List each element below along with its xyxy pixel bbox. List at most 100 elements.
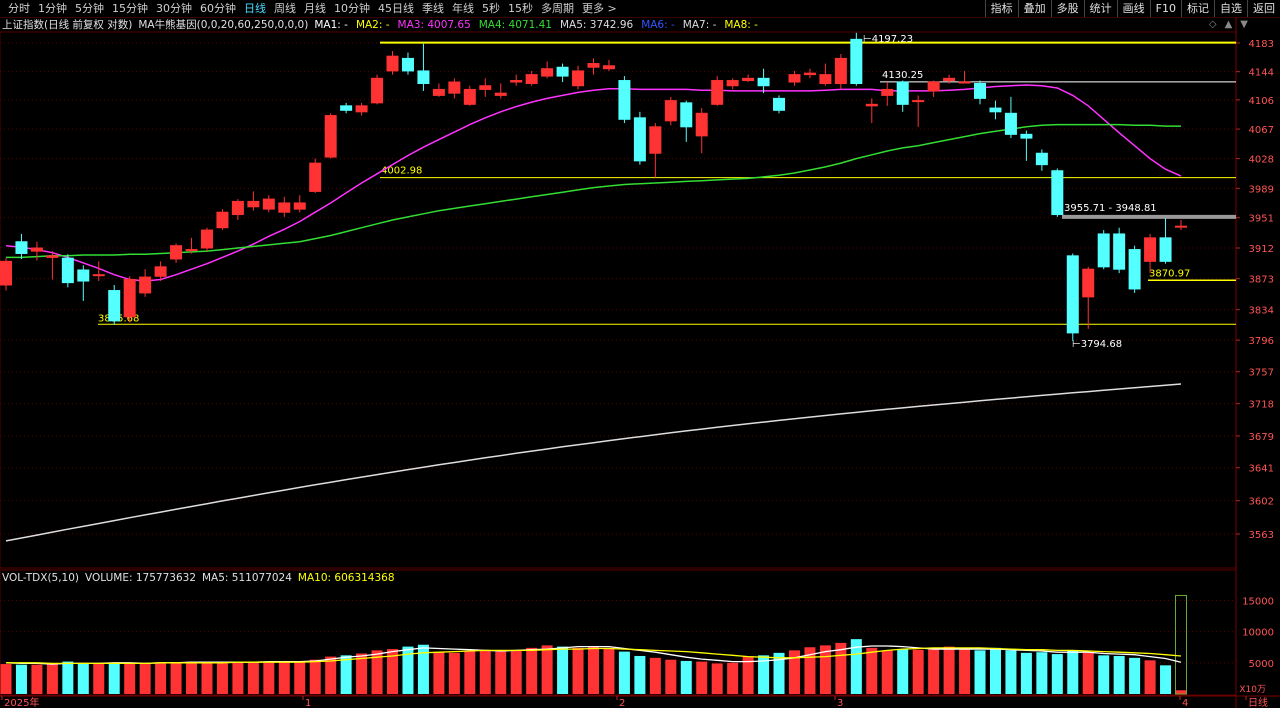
- volume-bar: [897, 649, 909, 694]
- candle: [262, 195, 275, 213]
- candle: [1097, 230, 1110, 270]
- period-tab-16[interactable]: 更多 >: [582, 2, 617, 15]
- volume-bar: [572, 647, 584, 694]
- candle: [1082, 266, 1095, 329]
- candle-body: [989, 107, 1002, 113]
- candle-body: [803, 72, 816, 76]
- volume-bar: [93, 662, 105, 694]
- candle-body: [1004, 112, 1017, 135]
- toolbar-button-7[interactable]: 自选: [1214, 0, 1247, 17]
- candle: [1128, 245, 1141, 293]
- period-tab-2[interactable]: 5分钟: [75, 2, 104, 15]
- candle-body: [463, 88, 476, 105]
- candle-body: [61, 257, 74, 284]
- candle-body: [340, 105, 353, 111]
- volume-bar: [1051, 654, 1063, 694]
- candle-body: [958, 81, 971, 84]
- period-tab-5[interactable]: 60分钟: [200, 2, 236, 15]
- candle-body: [1066, 255, 1079, 334]
- volume-bar: [665, 659, 677, 694]
- period-tab-10[interactable]: 45日线: [378, 2, 414, 15]
- volume-bar: [588, 645, 599, 694]
- candle-body: [865, 103, 878, 107]
- period-tab-12[interactable]: 年线: [452, 2, 474, 15]
- toolbar-button-8[interactable]: 返回: [1247, 0, 1280, 17]
- time-axis-label: 2: [619, 698, 625, 708]
- candle-body: [773, 97, 786, 111]
- period-tab-1[interactable]: 1分钟: [38, 2, 67, 15]
- volume-bar: [232, 662, 244, 694]
- period-tab-11[interactable]: 季线: [422, 2, 444, 15]
- layout-toggle-icon[interactable]: ◇: [1208, 19, 1217, 30]
- candle: [958, 70, 971, 84]
- collapse-down-icon[interactable]: ▼: [1240, 19, 1248, 30]
- main-legend: 上证指数(日线 前复权 对数) MA牛熊基因(0,0,20,60,250,0,0…: [2, 18, 758, 32]
- candle-body: [123, 278, 136, 318]
- candle: [309, 158, 322, 193]
- candle-body: [386, 55, 399, 72]
- candle-body: [0, 260, 12, 286]
- toolbar-button-2[interactable]: 多股: [1050, 0, 1084, 17]
- candle: [92, 261, 105, 282]
- ma-legend-item-1: MA1: -: [314, 19, 348, 31]
- candle-body: [834, 57, 847, 85]
- candle: [819, 63, 832, 86]
- period-tab-4[interactable]: 30分钟: [156, 2, 192, 15]
- period-tab-0[interactable]: 分时: [8, 2, 30, 15]
- candle: [664, 96, 677, 126]
- low-label: ⊢3794.68: [1072, 339, 1122, 350]
- candle-body: [494, 92, 507, 96]
- candle-body: [1020, 133, 1033, 139]
- candle-body: [432, 88, 445, 96]
- candle-body: [154, 266, 167, 277]
- ma-legend-item-4: MA4: 4071.41: [478, 19, 552, 31]
- period-tab-14[interactable]: 15秒: [508, 2, 533, 15]
- volume-ma5: MA5: 511077024: [202, 572, 292, 584]
- toolbar-button-6[interactable]: 标记: [1181, 0, 1214, 17]
- right-toolbar: 指标 叠加 多股 统计 画线 F10 标记 自选 返回: [984, 0, 1280, 17]
- period-tab-9[interactable]: 10分钟: [334, 2, 370, 15]
- period-tab-8[interactable]: 月线: [304, 2, 326, 15]
- ma-legend-item-3: MA3: 4007.65: [397, 19, 471, 31]
- price-tick-label: 3834: [1249, 306, 1274, 317]
- period-tab-6[interactable]: 日线: [244, 2, 266, 15]
- volume-tick-label: 5000: [1249, 659, 1274, 670]
- candle-body: [788, 74, 801, 83]
- volume-bar: [340, 655, 352, 694]
- period-tab-15[interactable]: 多周期: [541, 2, 574, 15]
- candle: [773, 95, 786, 114]
- candle-body: [1144, 237, 1157, 262]
- collapse-up-icon[interactable]: ▲: [1224, 19, 1233, 30]
- candle: [1113, 227, 1126, 274]
- period-tab-3[interactable]: 15分钟: [112, 2, 148, 15]
- volume-bar: [788, 650, 800, 694]
- candle-body: [139, 276, 152, 294]
- period-tab-7[interactable]: 周线: [274, 2, 296, 15]
- toolbar-button-4[interactable]: 画线: [1116, 0, 1150, 17]
- price-tick-label: 4028: [1249, 155, 1274, 166]
- toolbar-button-3[interactable]: 统计: [1083, 0, 1117, 17]
- volume-bar: [727, 662, 739, 694]
- volume-bar: [1175, 690, 1187, 694]
- volume-value: VOLUME: 175773632: [85, 572, 196, 584]
- volume-ma10-line: [6, 647, 1182, 665]
- toolbar-button-5[interactable]: F10: [1149, 0, 1181, 17]
- volume-bar: [216, 662, 228, 694]
- indicator-name[interactable]: MA牛熊基因(0,0,20,60,250,0,0,0): [138, 19, 309, 31]
- volume-bar: [989, 647, 1001, 694]
- volume-bar: [618, 651, 630, 694]
- toolbar-button-0[interactable]: 指标: [984, 0, 1018, 17]
- volume-bar: [1082, 652, 1094, 694]
- period-tab-13[interactable]: 5秒: [482, 2, 500, 15]
- candle-body: [556, 66, 569, 77]
- volume-indicator-name[interactable]: VOL-TDX(5,10): [2, 572, 80, 584]
- volume-bar: [402, 646, 414, 694]
- candle-body: [324, 115, 337, 158]
- candle: [541, 61, 554, 79]
- toolbar-button-1[interactable]: 叠加: [1017, 0, 1051, 17]
- candle: [587, 58, 600, 75]
- candle-body: [711, 80, 724, 105]
- candle: [185, 237, 198, 254]
- volume-unit-label: X10万: [1239, 685, 1266, 695]
